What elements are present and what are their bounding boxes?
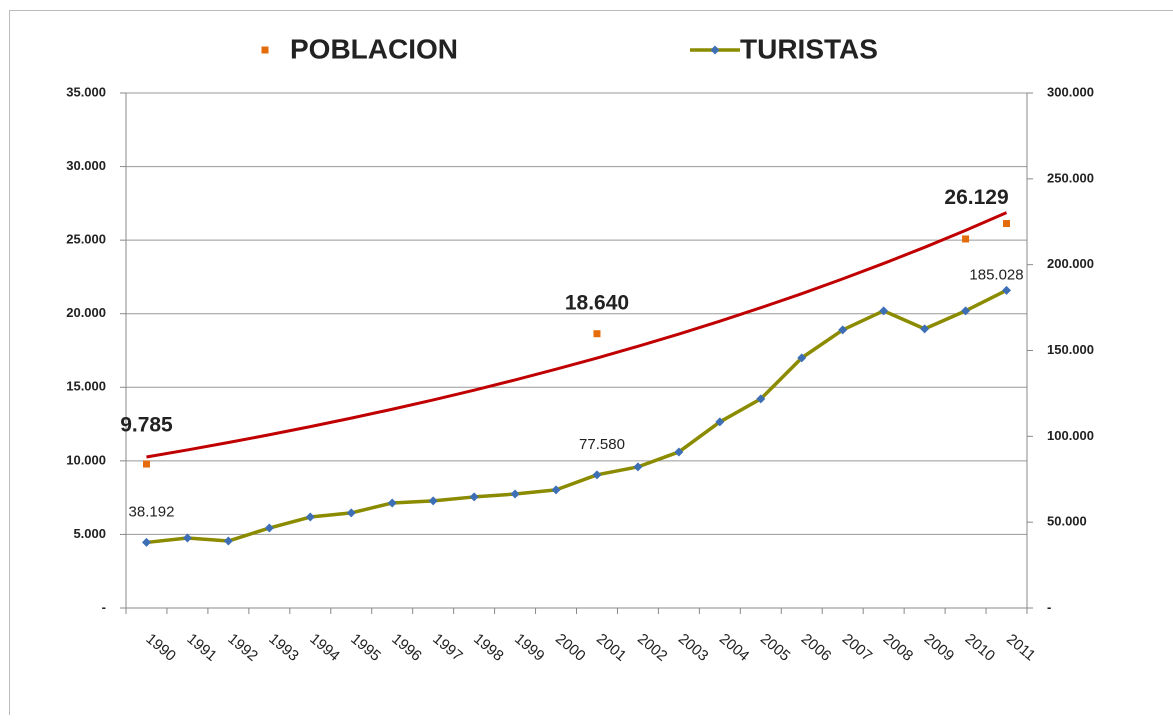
x-tick-label: 2000 [552,630,588,664]
point [224,537,233,546]
y-tick-label: 35.000 [66,84,106,99]
data-label: 185.028 [969,266,1023,283]
x-tick-label: 2007 [839,630,875,664]
point [962,235,969,242]
point [262,47,269,54]
x-tick-label: 2004 [716,630,752,664]
x-tick-label: 1993 [265,630,301,664]
y2-tick-label: 100.000 [1047,428,1094,443]
x-tick-label: 1996 [388,630,424,664]
point [511,490,520,499]
point [143,461,150,468]
y-tick-label: 10.000 [66,452,106,467]
point [388,498,397,507]
y2-tick-label: 200.000 [1047,256,1094,271]
x-tick-label: 1999 [511,630,547,664]
point [633,462,642,471]
point [592,470,601,479]
y-tick-label: 5.000 [73,526,106,541]
data-label: 9.785 [120,414,173,437]
series-line [146,290,1006,542]
x-tick-label: 2005 [757,630,793,664]
x-tick-label: 2009 [921,630,957,664]
x-tick-label: 2002 [634,630,670,664]
point [265,524,274,533]
x-tick-label: 2003 [675,630,711,664]
y2-tick-label: 300.000 [1047,84,1094,99]
point [347,508,356,517]
x-tick-label: 2001 [593,630,629,664]
y-tick-label: 15.000 [66,379,106,394]
x-tick-label: 1992 [224,630,260,664]
x-tick-label: 2010 [962,630,998,664]
data-label: 77.580 [579,436,625,453]
x-tick-label: 1991 [184,630,220,664]
x-tick-label: 2008 [880,630,916,664]
y-tick-label: 30.000 [66,158,106,173]
point [470,492,479,501]
x-tick-label: 1995 [347,630,383,664]
data-label: 18.640 [565,291,629,314]
x-tick-label: 1994 [306,630,342,664]
data-label: 38.192 [129,503,175,520]
point [711,46,720,55]
x-tick-label: 2006 [798,630,834,664]
y2-tick-label: 250.000 [1047,170,1094,185]
point [552,485,561,494]
y-tick-label: 25.000 [66,232,106,247]
y2-tick-label: 50.000 [1047,514,1087,529]
y-tick-label: - [102,599,106,614]
legend-label: POBLACION [290,33,458,64]
legend-label: TURISTAS [740,33,878,64]
data-label: 26.129 [944,186,1008,209]
x-tick-label: 1990 [143,630,179,664]
point [306,513,315,522]
point [142,538,151,547]
y-tick-label: 20.000 [66,305,106,320]
trendline [146,213,1006,457]
x-tick-label: 1998 [470,630,506,664]
chart-border [10,11,1173,716]
x-tick-label: 2011 [1003,631,1039,665]
x-tick-label: 1997 [429,630,465,664]
point [593,330,600,337]
y2-tick-label: - [1047,599,1051,614]
y2-tick-label: 150.000 [1047,342,1094,357]
point [429,496,438,505]
point [1003,220,1010,227]
